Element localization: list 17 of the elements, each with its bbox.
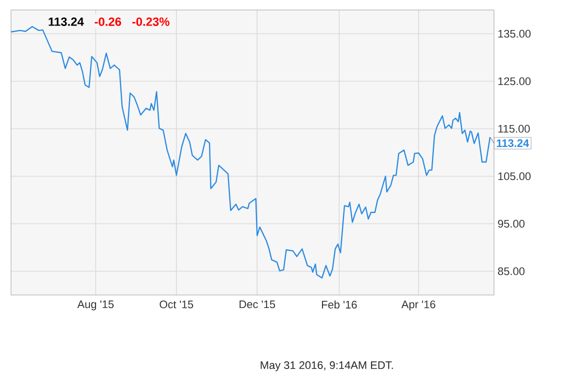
chart-title: 113.24	[48, 18, 84, 26]
y-tick-label: 125.00	[498, 78, 531, 86]
text: May 31 2016, 9:14AM EDT.	[260, 362, 393, 372]
y-tick-label: 115.00	[498, 125, 530, 133]
x-tick-label: Aug '15	[77, 300, 114, 311]
y-tick-label: 85.00	[498, 268, 525, 276]
annotation: -0.23%	[132, 18, 170, 26]
x-tick-label: Apr '16	[401, 300, 436, 311]
y-tick-label: 135.00	[498, 30, 531, 38]
annotation: 113.24	[496, 140, 530, 148]
y-tick-label: 95.00	[498, 220, 525, 228]
x-tick-label: Feb '16	[322, 300, 357, 309]
annotation: -0.26	[94, 18, 122, 26]
y-tick-label: 105.00	[498, 172, 531, 180]
x-tick-label: Dec '15	[240, 300, 276, 308]
x-tick-label: Oct '15	[160, 300, 194, 309]
line-series	[10, 26, 491, 279]
